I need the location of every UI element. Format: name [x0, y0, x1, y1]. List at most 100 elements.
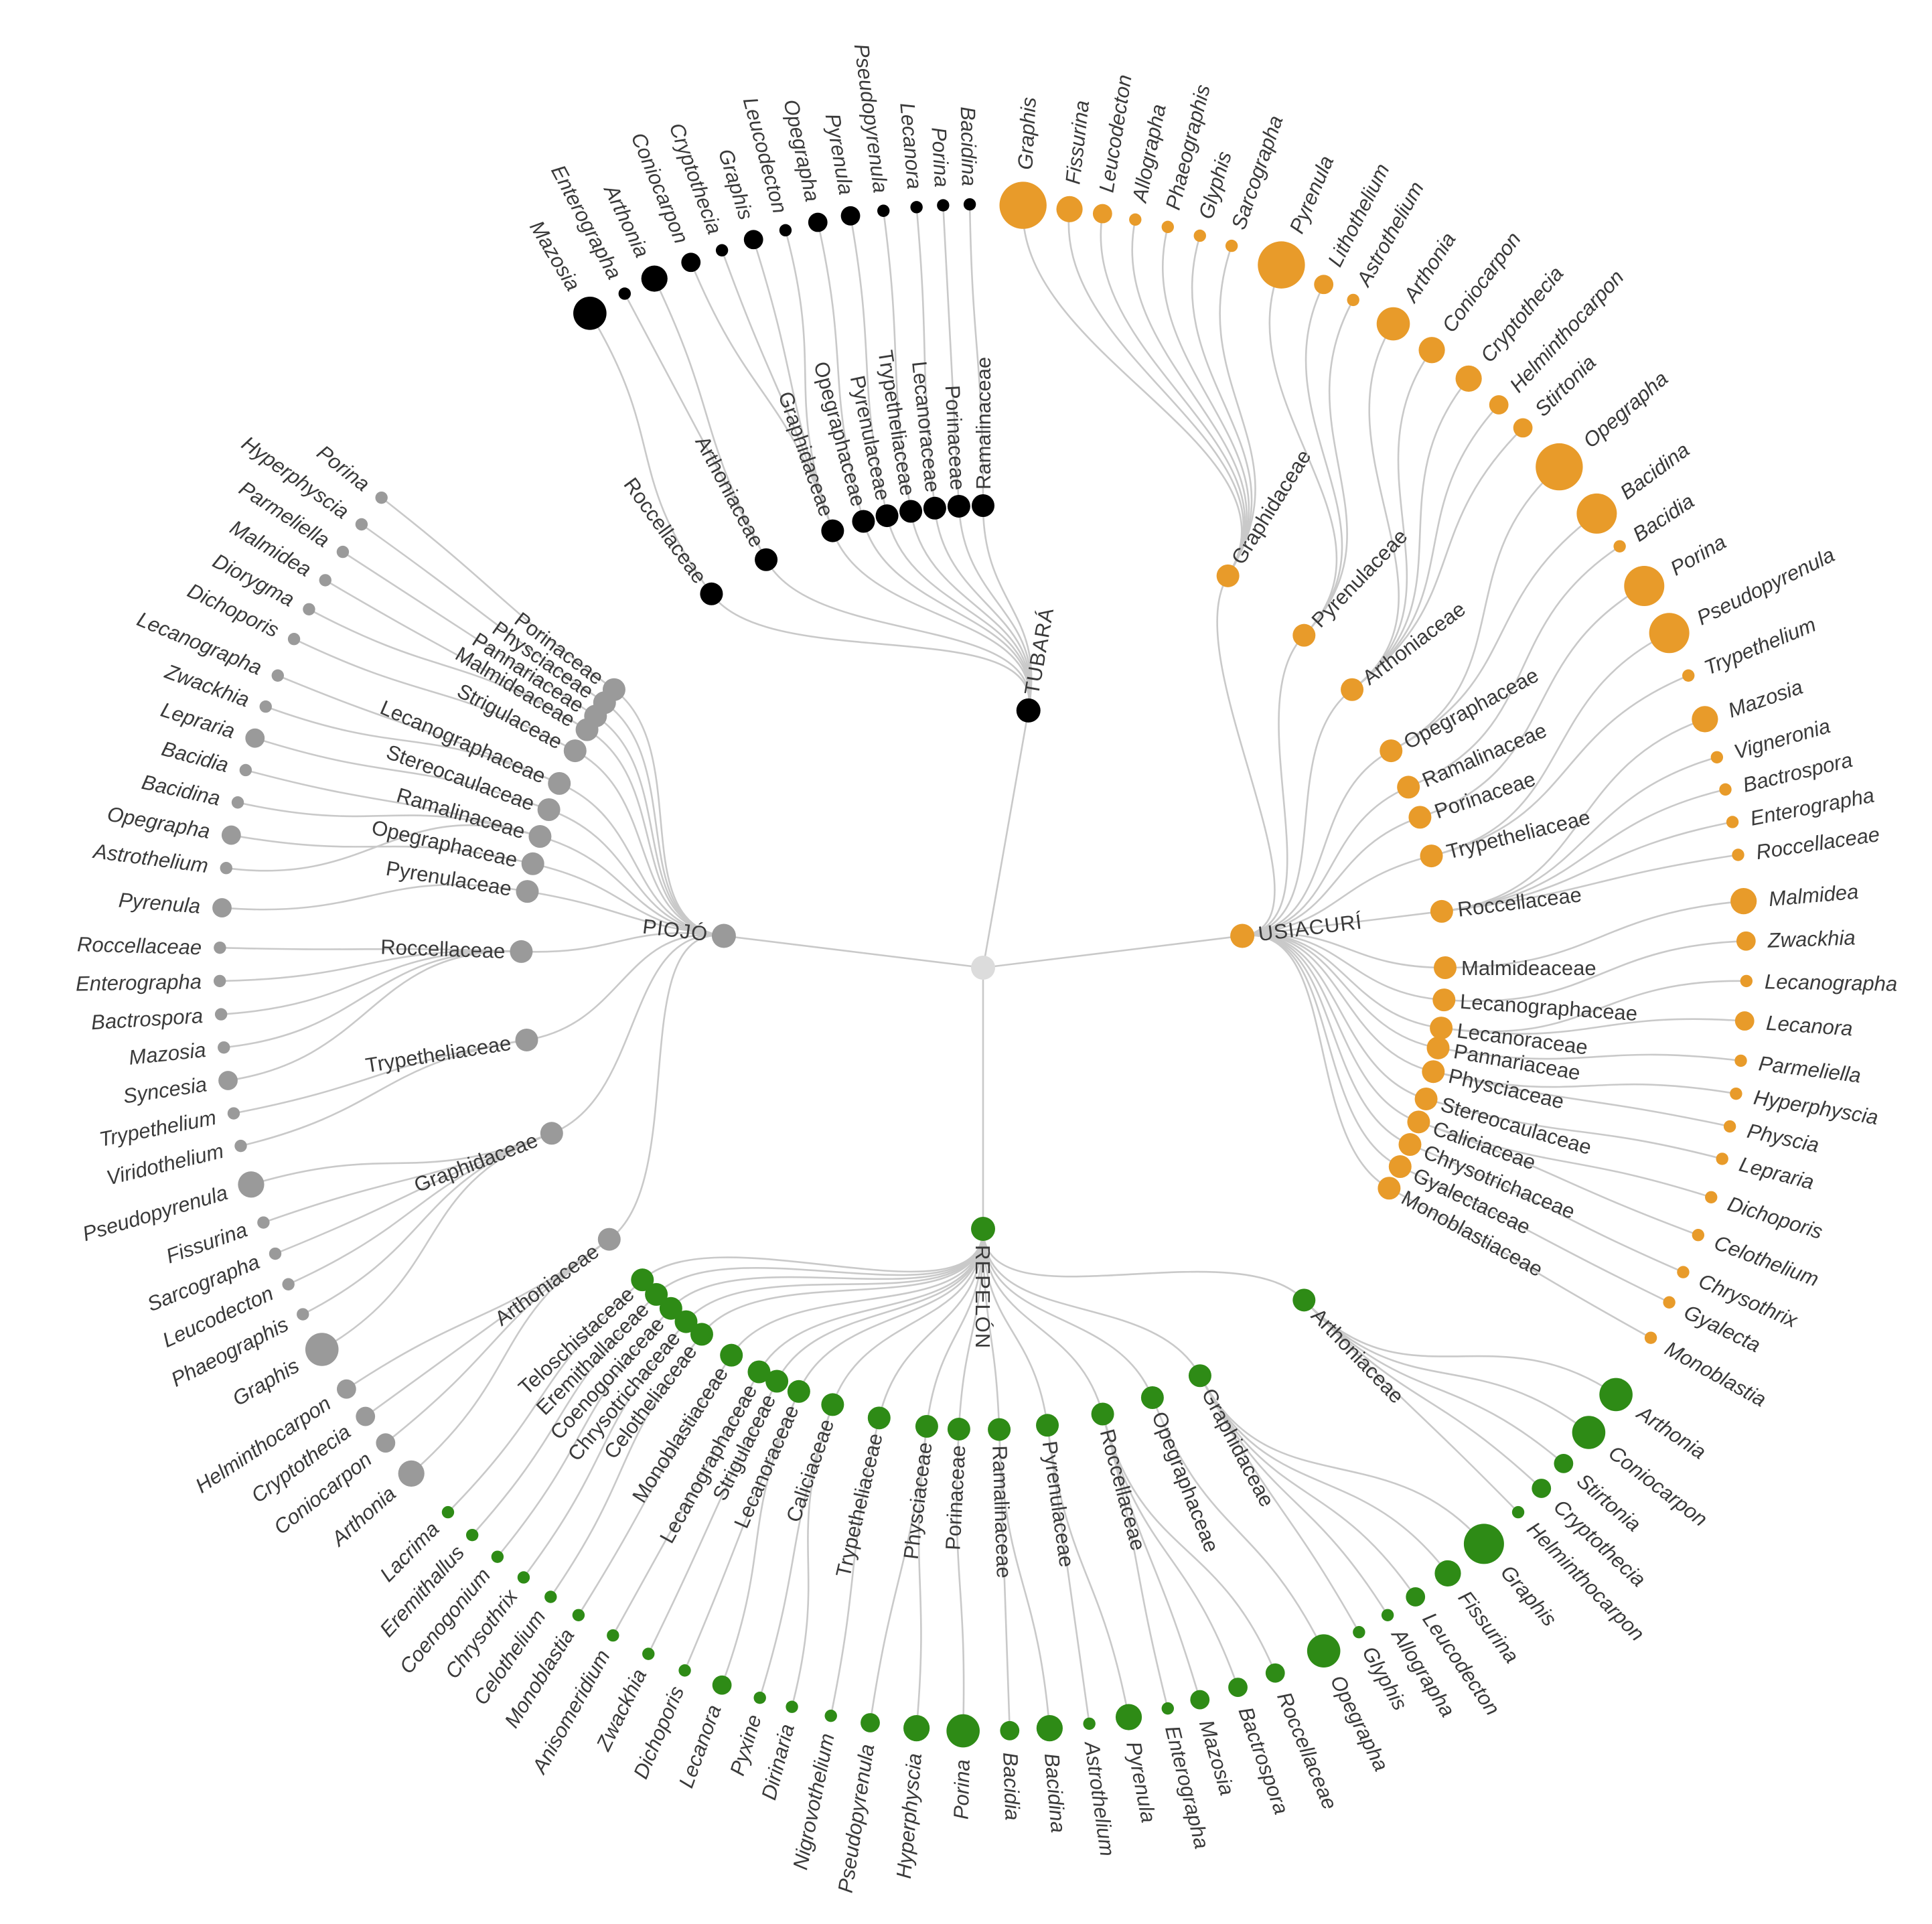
- genus-node-repelon-allographa[interactable]: [1381, 1609, 1394, 1621]
- site-node-piojo[interactable]: [711, 923, 736, 948]
- family-node-repelon-porinaceae[interactable]: [947, 1418, 970, 1441]
- family-node-repelon-trypetheliaceae[interactable]: [867, 1406, 891, 1430]
- genus-node-usiacuri-trypethelium[interactable]: [1682, 669, 1695, 682]
- family-node-piojo-roccellaceae[interactable]: [510, 940, 533, 963]
- genus-node-repelon-anisomeridium[interactable]: [607, 1629, 619, 1642]
- genus-node-repelon-arthonia[interactable]: [1599, 1378, 1633, 1412]
- family-node-usiacuri-pyrenulaceae[interactable]: [1292, 623, 1316, 647]
- genus-node-piojo-enterographa[interactable]: [213, 974, 226, 988]
- genus-node-repelon-fissurina[interactable]: [1434, 1560, 1461, 1587]
- genus-node-usiacuri-parmeliella[interactable]: [1734, 1054, 1747, 1067]
- genus-node-usiacuri-celothelium[interactable]: [1692, 1229, 1705, 1242]
- family-node-usiacuri-graphidaceae[interactable]: [1216, 564, 1240, 587]
- family-node-piojo-ramalinaceae[interactable]: [528, 825, 552, 848]
- genus-node-usiacuri-opegrapha[interactable]: [1536, 443, 1583, 491]
- genus-node-piojo-porina[interactable]: [375, 491, 388, 504]
- genus-node-usiacuri-hyperphyscia[interactable]: [1730, 1087, 1742, 1100]
- family-node-piojo-porinaceae[interactable]: [602, 678, 625, 701]
- genus-node-tubara-leucodecton[interactable]: [779, 224, 792, 237]
- genus-node-piojo-lepraria[interactable]: [245, 728, 265, 748]
- genus-node-usiacuri-zwackhia[interactable]: [1736, 931, 1756, 951]
- genus-node-repelon-bactrospora[interactable]: [1228, 1678, 1248, 1698]
- genus-node-usiacuri-phaeographis[interactable]: [1161, 220, 1174, 234]
- genus-node-usiacuri-arthonia[interactable]: [1376, 307, 1410, 341]
- genus-node-repelon-graphis[interactable]: [1463, 1524, 1504, 1564]
- family-node-tubara-pyrenulaceae[interactable]: [875, 504, 899, 528]
- family-node-tubara-graphidaceae[interactable]: [821, 519, 844, 542]
- family-node-repelon-monoblastiaceae[interactable]: [720, 1343, 743, 1367]
- genus-node-usiacuri-enterographa[interactable]: [1726, 816, 1739, 828]
- genus-node-piojo-helminthocarpon[interactable]: [336, 1379, 356, 1399]
- family-node-repelon-arthoniaceae[interactable]: [1292, 1288, 1316, 1312]
- root-node[interactable]: [971, 956, 995, 980]
- genus-node-repelon-dirinaria[interactable]: [786, 1700, 798, 1713]
- genus-node-piojo-bacidia[interactable]: [239, 763, 252, 777]
- genus-node-piojo-phaeographis[interactable]: [297, 1308, 309, 1321]
- genus-node-usiacuri-cryptothecia[interactable]: [1455, 365, 1482, 392]
- genus-node-repelon-dichoporis[interactable]: [678, 1664, 691, 1677]
- family-node-repelon-eremithallaceae[interactable]: [645, 1282, 668, 1306]
- genus-node-usiacuri-gyalecta[interactable]: [1663, 1296, 1676, 1309]
- family-node-repelon-coenogoniaceae[interactable]: [659, 1297, 682, 1320]
- family-node-piojo-pyrenulaceae[interactable]: [516, 880, 539, 903]
- family-node-usiacuri-opegraphaceae[interactable]: [1380, 739, 1403, 763]
- genus-node-usiacuri-allographa[interactable]: [1129, 213, 1142, 226]
- genus-node-usiacuri-helminthocarpon[interactable]: [1489, 395, 1509, 415]
- family-node-tubara-trypetheliaceae[interactable]: [899, 500, 923, 523]
- family-node-repelon-roccellaceae[interactable]: [1091, 1402, 1114, 1426]
- family-node-piojo-lecanographaceae[interactable]: [548, 771, 571, 795]
- genus-node-repelon-bacidia[interactable]: [1000, 1720, 1020, 1741]
- genus-node-piojo-arthonia[interactable]: [398, 1460, 425, 1487]
- family-node-repelon-lecanoraceae[interactable]: [787, 1380, 810, 1403]
- family-node-repelon-opegraphaceae[interactable]: [1140, 1386, 1164, 1409]
- family-node-repelon-physciaceae[interactable]: [915, 1414, 938, 1438]
- genus-node-repelon-nigrovothelium[interactable]: [824, 1709, 837, 1722]
- genus-node-usiacuri-sarcographa[interactable]: [1225, 239, 1238, 252]
- site-node-repelon[interactable]: [971, 1217, 995, 1241]
- genus-node-tubara-coniocarpon[interactable]: [681, 252, 701, 273]
- genus-node-repelon-monoblastia[interactable]: [572, 1609, 585, 1621]
- genus-node-piojo-astrothelium[interactable]: [220, 862, 232, 875]
- genus-node-piojo-opegrapha[interactable]: [221, 825, 241, 845]
- family-node-repelon-ramalinaceae[interactable]: [988, 1418, 1011, 1441]
- genus-node-usiacuri-astrothelium[interactable]: [1347, 293, 1359, 307]
- family-node-usiacuri-porinaceae[interactable]: [1408, 806, 1432, 829]
- family-node-repelon-celotheliaceae[interactable]: [690, 1323, 713, 1346]
- genus-node-usiacuri-bacidia[interactable]: [1613, 540, 1626, 552]
- family-node-piojo-opegraphaceae[interactable]: [521, 852, 544, 875]
- genus-node-tubara-arthonia[interactable]: [641, 265, 668, 292]
- genus-node-repelon-astrothelium[interactable]: [1083, 1717, 1096, 1730]
- genus-node-usiacuri-physcia[interactable]: [1723, 1120, 1736, 1133]
- genus-node-usiacuri-lepraria[interactable]: [1716, 1153, 1728, 1165]
- family-node-usiacuri-lecanoraceae[interactable]: [1430, 1017, 1453, 1040]
- genus-node-usiacuri-bactrospora[interactable]: [1719, 783, 1732, 796]
- genus-node-repelon-chrysothrix[interactable]: [517, 1571, 530, 1584]
- genus-node-repelon-glyphis[interactable]: [1353, 1626, 1365, 1639]
- family-node-piojo-graphidaceae[interactable]: [540, 1122, 563, 1145]
- genus-node-tubara-cryptothecia[interactable]: [715, 244, 729, 256]
- family-node-usiacuri-stereocaulaceae[interactable]: [1414, 1087, 1438, 1110]
- genus-node-tubara-enterographa[interactable]: [618, 287, 631, 300]
- genus-node-piojo-sarcographa[interactable]: [269, 1247, 282, 1260]
- genus-node-piojo-bactrospora[interactable]: [214, 1008, 228, 1021]
- genus-node-usiacuri-monoblastia[interactable]: [1644, 1331, 1657, 1344]
- genus-node-usiacuri-vigneronia[interactable]: [1710, 751, 1724, 763]
- genus-node-piojo-bacidina[interactable]: [231, 796, 244, 809]
- genus-node-piojo-coniocarpon[interactable]: [376, 1433, 396, 1453]
- genus-node-repelon-porina[interactable]: [946, 1714, 980, 1748]
- family-node-piojo-arthoniaceae[interactable]: [597, 1228, 621, 1251]
- genus-node-repelon-mazosia[interactable]: [1190, 1690, 1210, 1710]
- genus-node-piojo-viridothelium[interactable]: [234, 1139, 247, 1153]
- family-node-repelon-caliciaceae[interactable]: [821, 1393, 844, 1416]
- family-node-usiacuri-physciaceae[interactable]: [1422, 1060, 1445, 1084]
- genus-node-usiacuri-dichoporis[interactable]: [1705, 1191, 1718, 1204]
- genus-node-repelon-stirtonia[interactable]: [1554, 1453, 1574, 1473]
- family-node-usiacuri-lecanographaceae[interactable]: [1432, 988, 1456, 1012]
- genus-node-usiacuri-pyrenula[interactable]: [1258, 241, 1305, 289]
- genus-node-usiacuri-roccellaceae[interactable]: [1732, 848, 1744, 861]
- genus-node-piojo-graphis[interactable]: [305, 1333, 339, 1366]
- genus-node-repelon-coniocarpon[interactable]: [1572, 1416, 1606, 1449]
- family-node-tubara-lecanoraceae[interactable]: [923, 496, 946, 520]
- family-node-usiacuri-ramalinaceae[interactable]: [1397, 775, 1420, 799]
- genus-node-piojo-syncesia[interactable]: [218, 1071, 238, 1090]
